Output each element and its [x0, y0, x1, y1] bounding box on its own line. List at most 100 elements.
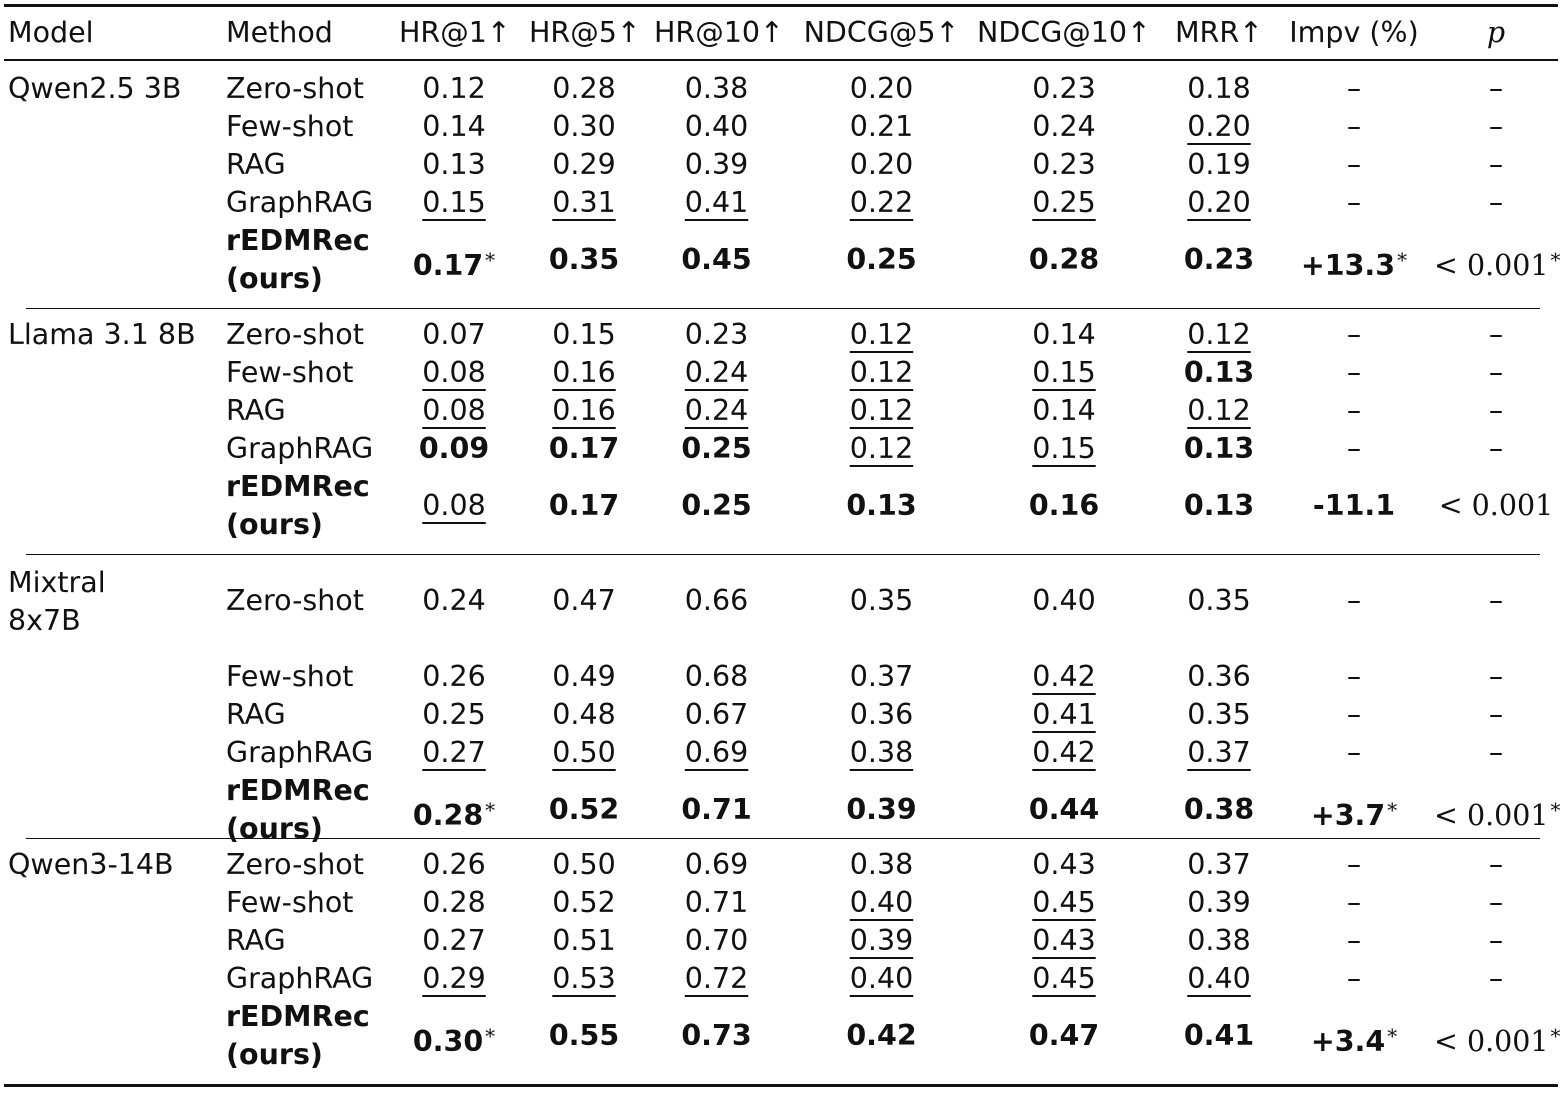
metric-number: 0.16	[1028, 489, 1100, 522]
metric-value: 0.37	[1164, 734, 1274, 772]
metric-value: 0.69	[654, 734, 779, 772]
metric-number: 0.42	[1032, 660, 1096, 693]
metric-number: 0.28	[1028, 243, 1100, 276]
impv-value: –	[1279, 960, 1429, 998]
significance-star: *	[485, 248, 496, 272]
p-number: –	[1488, 660, 1504, 693]
impv-value: –	[1279, 430, 1429, 468]
metric-number: 0.20	[849, 148, 914, 181]
metric-value: 0.15	[399, 184, 509, 222]
impv-value: –	[1279, 734, 1429, 772]
metric-value: 0.73	[654, 1017, 779, 1055]
metric-value: 0.23	[974, 146, 1154, 184]
metric-number: 0.24	[684, 356, 749, 389]
p-number: –	[1488, 186, 1504, 219]
metric-value: 0.20	[1164, 184, 1274, 222]
metric-value: 0.16	[529, 392, 639, 430]
group-rule	[26, 554, 1540, 555]
metric-number: 0.67	[684, 698, 749, 731]
metric-number: 0.18	[1187, 72, 1251, 105]
p-value: < 0.001 *	[1434, 1017, 1561, 1061]
impv-value: –	[1279, 146, 1429, 184]
metric-value: 0.42	[799, 1017, 964, 1055]
metric-number: 0.13	[422, 148, 486, 181]
model-name: Qwen2.5 3B	[8, 72, 182, 105]
impv-value: –	[1279, 392, 1429, 430]
metric-value: 0.47	[529, 582, 639, 620]
metric-number: 0.38	[849, 736, 914, 769]
metric-number: 0.43	[1032, 848, 1096, 881]
metric-value: 0.25	[399, 696, 509, 734]
p-value: –	[1434, 658, 1558, 696]
p-value: < 0.001	[1434, 487, 1558, 525]
metric-value: 0.38	[654, 70, 779, 108]
metric-number: 0.49	[552, 660, 616, 693]
metric-value: 0.70	[654, 922, 779, 960]
model-name: Qwen3-14B	[8, 848, 174, 881]
metric-number: 0.12	[1187, 318, 1251, 351]
p-value: –	[1434, 146, 1558, 184]
metric-value: 0.45	[654, 241, 779, 279]
impv-number: –	[1346, 584, 1362, 617]
metric-value: 0.35	[529, 241, 639, 279]
metric-value: 0.12	[1164, 316, 1274, 354]
metric-value: 0.41	[1164, 1017, 1274, 1055]
p-value: –	[1434, 354, 1558, 392]
model-name: Llama 3.1 8B	[8, 318, 196, 351]
metric-number: 0.12	[849, 318, 914, 351]
p-value: –	[1434, 846, 1558, 884]
header-9: p	[1486, 16, 1506, 49]
method-label: rEDMRec (ours)	[226, 470, 370, 541]
significance-star: *	[1387, 1024, 1398, 1048]
metric-number: 0.12	[849, 432, 914, 465]
p-value: –	[1434, 884, 1558, 922]
metric-value: 0.12	[799, 430, 964, 468]
metric-number: 0.15	[422, 186, 486, 219]
metric-number: 0.25	[1032, 186, 1096, 219]
metric-number: 0.50	[552, 848, 616, 881]
p-number: –	[1488, 148, 1504, 181]
metric-number: 0.29	[552, 148, 616, 181]
impv-value: –	[1279, 884, 1429, 922]
p-value: –	[1434, 582, 1558, 620]
metric-value: 0.53	[529, 960, 639, 998]
impv-number: +3.7	[1310, 799, 1386, 832]
metric-number: 0.70	[684, 924, 749, 957]
method-label: GraphRAG	[226, 736, 374, 769]
metric-number: 0.24	[684, 394, 749, 427]
p-number: –	[1488, 924, 1504, 957]
metric-value: 0.08	[399, 487, 509, 525]
model-name: Mixtral 8x7B	[8, 566, 106, 637]
metric-value: 0.19	[1164, 146, 1274, 184]
metric-number: 0.15	[552, 318, 616, 351]
method-label: RAG	[226, 698, 286, 731]
metric-value: 0.20	[799, 70, 964, 108]
metric-value: 0.55	[529, 1017, 639, 1055]
metric-number: 0.08	[422, 394, 486, 427]
method-label: Zero-shot	[226, 318, 364, 351]
metric-number: 0.16	[552, 394, 616, 427]
impv-value: +3.4 *	[1279, 1017, 1429, 1061]
metric-number: 0.29	[422, 962, 486, 995]
header-2: HR@1↑	[399, 16, 511, 49]
p-number: < 0.001	[1438, 489, 1554, 522]
method-label: Zero-shot	[226, 584, 364, 617]
metric-number: 0.50	[552, 736, 616, 769]
metric-value: 0.48	[529, 696, 639, 734]
metric-value: 0.36	[1164, 658, 1274, 696]
metric-number: 0.23	[1183, 243, 1255, 276]
p-value: –	[1434, 430, 1558, 468]
metric-value: 0.20	[1164, 108, 1274, 146]
significance-star: *	[1550, 798, 1561, 822]
metric-number: 0.39	[684, 148, 749, 181]
impv-value: –	[1279, 108, 1429, 146]
impv-number: –	[1346, 72, 1362, 105]
metric-value: 0.45	[974, 960, 1154, 998]
metric-value: 0.40	[799, 884, 964, 922]
header-rule	[4, 59, 1558, 61]
metric-value: 0.24	[654, 354, 779, 392]
metric-number: 0.35	[1187, 698, 1251, 731]
impv-value: +3.7 *	[1279, 791, 1429, 835]
metric-number: 0.13	[1183, 432, 1255, 465]
metric-number: 0.72	[684, 962, 749, 995]
